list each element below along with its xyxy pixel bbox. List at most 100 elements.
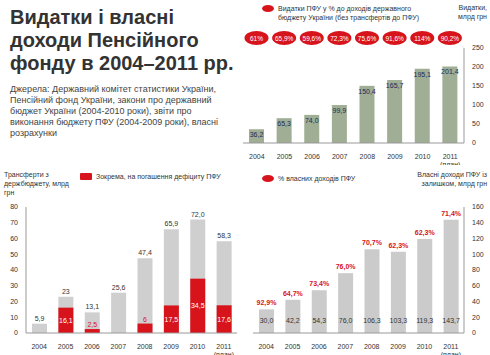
svg-text:106,3: 106,3 — [363, 317, 381, 324]
svg-text:2011(план): 2011(план) — [440, 153, 460, 165]
svg-text:2010: 2010 — [417, 343, 433, 350]
svg-text:34,5: 34,5 — [191, 302, 205, 309]
svg-text:5,9: 5,9 — [35, 315, 45, 322]
svg-text:2006: 2006 — [311, 343, 327, 350]
svg-text:62,3%: 62,3% — [388, 242, 409, 250]
html-text:Власні доходи ПФУ із залишком,: Власні доходи ПФУ із залишком, млрд грн — [417, 171, 487, 187]
svg-text:58,3: 58,3 — [217, 232, 231, 239]
svg-text:90,2%: 90,2% — [441, 35, 460, 42]
svg-text:2011(план): 2011(план) — [214, 343, 234, 355]
svg-text:17,6: 17,6 — [217, 316, 231, 323]
svg-text:120: 120 — [472, 235, 484, 242]
svg-text:30: 30 — [10, 282, 18, 289]
svg-text:195,1: 195,1 — [413, 71, 431, 78]
svg-text:2006: 2006 — [304, 153, 320, 160]
svg-text:72,0: 72,0 — [191, 211, 205, 218]
svg-text:36,2: 36,2 — [250, 131, 264, 138]
svg-text:2005: 2005 — [277, 153, 293, 160]
svg-text:42,2: 42,2 — [286, 317, 300, 324]
html-text:Джерела: Державний комітет ста: Джерела: Державний комітет статистики Ук… — [10, 84, 218, 138]
svg-text:143,7: 143,7 — [442, 317, 460, 324]
svg-text:250: 250 — [472, 44, 484, 51]
svg-text:2004: 2004 — [258, 343, 274, 350]
svg-text:50: 50 — [472, 120, 480, 127]
svg-text:140: 140 — [472, 219, 484, 226]
svg-text:60: 60 — [10, 235, 18, 242]
svg-text:76,0: 76,0 — [339, 317, 353, 324]
svg-text:0: 0 — [472, 329, 476, 336]
svg-text:2007: 2007 — [332, 153, 348, 160]
html-text:Видатки і власні доходи Пенсій: Видатки і власні доходи Пенсійного фонду… — [10, 6, 234, 74]
svg-text:201,4: 201,4 — [441, 68, 459, 75]
svg-text:119,3: 119,3 — [416, 317, 433, 324]
svg-text:62,3%: 62,3% — [415, 229, 436, 237]
svg-text:6: 6 — [143, 316, 147, 323]
svg-text:2,5: 2,5 — [87, 321, 97, 328]
svg-text:2009: 2009 — [390, 343, 406, 350]
svg-text:61%: 61% — [250, 35, 263, 42]
svg-text:114%: 114% — [414, 35, 430, 42]
svg-text:2006: 2006 — [84, 343, 100, 350]
html-text:Видатки ПФУ у % до доходів дер: Видатки ПФУ у % до доходів державного бю… — [278, 5, 419, 21]
svg-text:30,0: 30,0 — [260, 317, 274, 324]
svg-text:100: 100 — [472, 251, 484, 258]
svg-text:160: 160 — [472, 203, 484, 210]
svg-text:50: 50 — [10, 251, 18, 258]
svg-text:2004: 2004 — [249, 153, 265, 160]
svg-text:65,9%: 65,9% — [275, 35, 294, 42]
svg-text:20: 20 — [472, 314, 480, 321]
svg-text:72,3%: 72,3% — [330, 35, 349, 42]
svg-text:74,0: 74,0 — [305, 117, 319, 124]
svg-text:73,4%: 73,4% — [309, 280, 330, 288]
svg-text:91,6%: 91,6% — [385, 35, 404, 42]
svg-text:10: 10 — [10, 314, 18, 321]
svg-text:2005: 2005 — [285, 343, 301, 350]
svg-text:0: 0 — [472, 139, 476, 146]
svg-text:16,1: 16,1 — [59, 317, 73, 324]
svg-text:76,0%: 76,0% — [336, 263, 357, 271]
svg-text:59,6%: 59,6% — [303, 35, 322, 42]
html-text:Трансферти з держбюджету, млрд: Трансферти з держбюджету, млрд грн — [4, 171, 69, 196]
svg-text:2008: 2008 — [360, 153, 376, 160]
svg-text:99,9: 99,9 — [333, 107, 347, 114]
svg-text:150,4: 150,4 — [358, 88, 376, 95]
svg-text:2011(план): 2011(план) — [441, 343, 461, 355]
svg-text:0: 0 — [14, 329, 18, 336]
svg-text:75,6%: 75,6% — [358, 35, 377, 42]
svg-text:17,5: 17,5 — [165, 316, 179, 323]
svg-text:2007: 2007 — [111, 343, 127, 350]
svg-text:2007: 2007 — [338, 343, 354, 350]
svg-text:103,3: 103,3 — [390, 317, 408, 324]
svg-text:2009: 2009 — [163, 343, 179, 350]
svg-text:165,7: 165,7 — [386, 82, 404, 89]
svg-text:40: 40 — [10, 266, 18, 273]
html-text:Видатки, млрд грн: Видатки, млрд грн — [458, 4, 487, 20]
svg-text:64,7%: 64,7% — [283, 290, 304, 298]
svg-text:2004: 2004 — [31, 343, 47, 350]
svg-text:60: 60 — [472, 282, 480, 289]
svg-text:65,9: 65,9 — [165, 220, 179, 227]
svg-text:13,1: 13,1 — [85, 303, 99, 310]
svg-text:25,6: 25,6 — [112, 284, 126, 291]
svg-text:80: 80 — [10, 203, 18, 210]
svg-text:200: 200 — [472, 63, 484, 70]
svg-text:23: 23 — [62, 288, 70, 295]
svg-text:2010: 2010 — [190, 343, 206, 350]
svg-text:2009: 2009 — [387, 153, 403, 160]
svg-text:100: 100 — [472, 101, 484, 108]
svg-text:80: 80 — [472, 266, 480, 273]
svg-text:71,4%: 71,4% — [441, 210, 462, 218]
svg-text:2005: 2005 — [58, 343, 74, 350]
svg-text:70,7%: 70,7% — [362, 239, 383, 247]
svg-text:20: 20 — [10, 298, 18, 305]
svg-text:40: 40 — [472, 298, 480, 305]
svg-text:150: 150 — [472, 82, 484, 89]
svg-text:70: 70 — [10, 219, 18, 226]
svg-text:47,4: 47,4 — [138, 249, 152, 256]
svg-text:54,3: 54,3 — [312, 317, 326, 324]
svg-text:92,9%: 92,9% — [257, 299, 278, 307]
svg-text:65,3: 65,3 — [277, 120, 291, 127]
svg-text:2008: 2008 — [364, 343, 380, 350]
svg-text:2008: 2008 — [137, 343, 153, 350]
svg-text:2010: 2010 — [415, 153, 431, 160]
